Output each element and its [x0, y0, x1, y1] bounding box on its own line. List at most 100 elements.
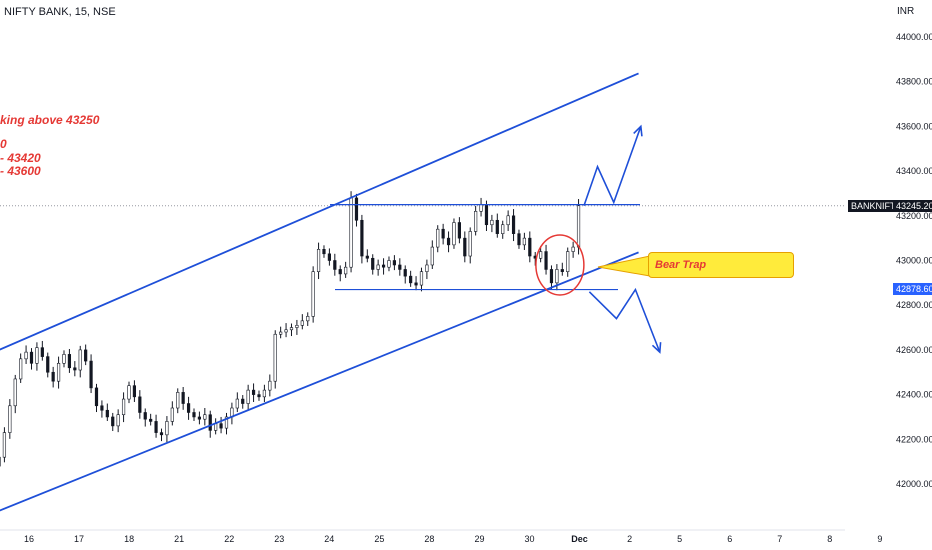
candle-body: [452, 222, 456, 246]
candle-body: [381, 264, 386, 268]
candle-body: [354, 197, 359, 221]
bear-trap-circle[interactable]: [535, 234, 585, 296]
candle-body: [35, 347, 39, 364]
trend-channel[interactable]: [0, 72, 639, 512]
x-tick-label: 30: [524, 534, 534, 544]
annotation-line-1: king above 43250: [0, 113, 100, 127]
candle-body: [78, 349, 82, 371]
candle-body: [143, 412, 147, 420]
candle-body: [24, 351, 28, 360]
candle-body: [484, 204, 489, 226]
candle-body: [344, 266, 348, 275]
x-tick-label: 23: [274, 534, 284, 544]
candle-body: [511, 215, 516, 234]
candle-body: [376, 264, 380, 270]
candle-body: [474, 211, 478, 232]
range-lines[interactable]: [330, 204, 640, 291]
candle-body: [414, 282, 418, 286]
y-tick-label: 42000.00: [896, 479, 932, 489]
price-axis[interactable]: 42000.00 42200.00 42400.00 42600.00 42800.00…: [896, 32, 932, 489]
x-tick-label: 6: [727, 534, 732, 544]
candles: [0, 191, 581, 467]
candle-body: [127, 385, 131, 400]
candle-body: [446, 237, 451, 246]
x-tick-label: Dec: [571, 534, 588, 544]
y-tick-label: 44000.00: [896, 32, 932, 42]
candle-body: [176, 392, 180, 409]
candle-body: [241, 398, 245, 404]
candle-body: [67, 354, 72, 369]
candle-body: [73, 367, 77, 371]
x-tick-label: 17: [74, 534, 84, 544]
candle-body: [419, 271, 424, 286]
candle-body: [387, 260, 391, 268]
candle-body: [392, 260, 396, 266]
candle-body: [251, 389, 256, 395]
channel-upper-line: [0, 72, 639, 351]
x-tick-label: 7: [777, 534, 782, 544]
time-axis[interactable]: 16 17 18 21 22 23 24 25 28 29 30 Dec 2 5 6 7 8 9: [0, 529, 882, 544]
annotation-line-2: 0: [0, 137, 7, 151]
candle-body: [300, 320, 304, 326]
candle-body: [430, 246, 434, 266]
bear-trap-callout[interactable]: Bear Trap: [648, 252, 794, 278]
candle-body: [246, 389, 250, 404]
y-tick-label: 42200.00: [896, 434, 932, 444]
x-tick-label: 18: [124, 534, 134, 544]
annotation-line-3: - 43420: [0, 151, 41, 165]
candle-body: [94, 387, 99, 407]
y-tick-label: 43000.00: [896, 256, 932, 266]
symbol-tag: BANKNIFTY: [848, 200, 905, 212]
candle-body: [13, 378, 17, 407]
level-price-badge: 42878.60: [893, 283, 932, 295]
y-tick-label: 43200.00: [896, 211, 932, 221]
candle-body: [495, 219, 499, 234]
candle-body: [295, 325, 299, 328]
candle-body: [490, 219, 494, 226]
projection-arrows[interactable]: [583, 124, 662, 354]
annotation-line-4: - 43600: [0, 164, 41, 178]
candle-body: [338, 269, 342, 275]
candle-body: [165, 421, 169, 436]
candle-body: [284, 329, 288, 333]
projection-down-arrow-head: [651, 342, 662, 354]
candle-body: [224, 416, 229, 429]
candle-body: [528, 237, 532, 257]
candle-body: [327, 253, 331, 261]
x-tick-label: 9: [877, 534, 882, 544]
chart-title: NIFTY BANK, 15, NSE: [4, 6, 116, 18]
channel-lower-line: [0, 251, 639, 512]
candle-body: [170, 407, 174, 422]
candle-body: [111, 416, 115, 427]
candle-body: [425, 264, 429, 272]
candle-body: [322, 249, 326, 255]
candle-body: [398, 264, 402, 270]
x-tick-label: 5: [677, 534, 682, 544]
candle-body: [436, 228, 440, 248]
projection-down-arrow: [588, 287, 661, 353]
candle-body: [121, 398, 126, 416]
candle-body: [181, 392, 185, 404]
x-tick-label: 24: [324, 534, 334, 544]
candle-body: [51, 371, 55, 382]
candle-body: [360, 219, 364, 257]
candle-body: [159, 432, 164, 436]
candle-body: [441, 228, 445, 239]
y-tick-label: 43400.00: [896, 166, 932, 176]
candle-body: [522, 237, 526, 246]
candle-body: [149, 418, 153, 422]
x-tick-label: 8: [827, 534, 832, 544]
x-tick-label: 22: [224, 534, 234, 544]
candle-body: [262, 389, 267, 398]
x-tick-label: 2: [627, 534, 632, 544]
candle-body: [306, 316, 310, 322]
candle-body: [186, 403, 191, 413]
candle-body: [89, 360, 93, 389]
candle-body: [273, 333, 277, 382]
candle-body: [539, 251, 543, 259]
candle-body: [463, 237, 467, 257]
level-price-value: 42878.60: [896, 284, 932, 294]
bear-trap-ring: [535, 234, 585, 296]
projection-up-arrow: [583, 126, 642, 207]
